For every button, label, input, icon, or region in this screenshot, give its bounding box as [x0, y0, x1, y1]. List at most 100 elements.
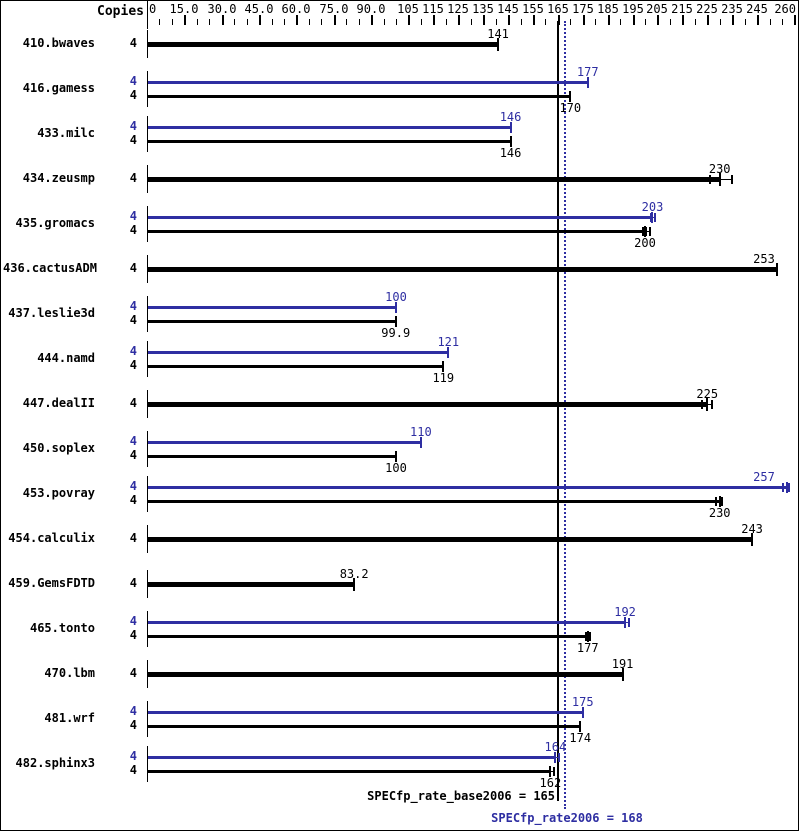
bar-value-label: 146: [499, 146, 522, 160]
bar-value-label: 225: [696, 387, 719, 401]
result-bar: [148, 266, 777, 272]
benchmark-label: 482.sphinx3: [15, 756, 95, 770]
benchmark-label: 433.milc: [37, 126, 95, 140]
axis-major-tick: [608, 15, 610, 25]
row-baseline: [147, 431, 148, 467]
row-baseline: [147, 390, 148, 418]
bar-end-cap: [419, 436, 422, 448]
axis-tick-label: 125: [447, 2, 469, 16]
benchmark-label: 436.cactusADM: [3, 261, 97, 275]
bar-value-label: 121: [437, 335, 460, 349]
base-result-bar: [148, 139, 511, 143]
row-baseline: [147, 255, 148, 283]
run-mark: [627, 617, 630, 627]
copies-value: 4: [129, 133, 137, 147]
axis-tick-label: 135: [472, 2, 494, 16]
base-summary-text: SPECfp_rate_base2006 = 165: [367, 789, 555, 803]
copies-value: 4: [129, 479, 137, 493]
axis-tick-label: 185: [597, 2, 619, 16]
run-mark: [653, 212, 656, 222]
axis-minor-tick: [396, 19, 397, 25]
base-result-bar: [148, 229, 645, 233]
row-baseline: [147, 476, 148, 512]
row-baseline: [147, 116, 148, 152]
axis-minor-tick: [545, 19, 546, 25]
row-baseline: [147, 611, 148, 647]
bar-value-label: 141: [487, 27, 509, 41]
result-bar: [148, 176, 720, 182]
bar-value-label: 257: [753, 470, 775, 484]
peak-reference-line: [564, 21, 566, 809]
axis-minor-tick: [720, 19, 721, 25]
benchmark-label: 447.dealII: [22, 396, 95, 410]
benchmark-label: 453.povray: [22, 486, 95, 500]
axis-minor-tick: [496, 19, 497, 25]
axis-tick-label: 60.0: [281, 2, 311, 16]
axis-major-tick: [184, 15, 186, 25]
copies-value: 4: [129, 493, 137, 507]
axis-major-tick: [433, 15, 435, 25]
row-baseline: [147, 570, 148, 598]
axis-tick-label: 260: [774, 2, 796, 16]
axis-minor-tick: [521, 19, 522, 25]
axis-tick-label: 245: [746, 2, 768, 16]
axis-minor-tick: [670, 19, 671, 25]
axis-minor-tick: [782, 19, 783, 25]
run-mark: [553, 766, 556, 776]
axis-tick-label: 115: [422, 2, 444, 16]
axis-major-tick: [682, 15, 684, 25]
bar-end-cap: [395, 450, 397, 462]
bar-value-label: 100: [385, 461, 407, 475]
run-extension-line: [625, 622, 629, 623]
bar-value-label: 253: [753, 252, 775, 266]
run-mark: [554, 752, 557, 762]
axis-tick-label: 205: [646, 2, 668, 16]
bar-value-label: 164: [544, 740, 567, 754]
base-result-bar: [148, 769, 551, 773]
copies-value: 4: [129, 74, 137, 88]
result-bar: [148, 671, 623, 677]
axis-minor-tick: [272, 19, 273, 25]
benchmark-label: 435.gromacs: [15, 216, 95, 230]
bar-end-cap: [579, 720, 582, 732]
bar-value-label: 83.2: [339, 567, 369, 581]
peak-result-bar: [148, 710, 583, 714]
bar-value-label: 174: [569, 731, 592, 745]
result-bar: [148, 536, 753, 542]
run-mark: [708, 174, 711, 184]
run-mark: [558, 752, 561, 762]
bar-value-label: 230: [708, 506, 731, 520]
row-baseline: [147, 296, 148, 332]
peak-result-bar: [148, 620, 626, 624]
copies-value: 4: [129, 628, 137, 642]
run-mark: [589, 631, 592, 641]
axis-tick-label: 175: [572, 2, 594, 16]
axis-major-tick: [408, 15, 410, 25]
run-extension-line: [719, 179, 733, 180]
axis-minor-tick: [209, 19, 210, 25]
copies-value: 4: [129, 396, 137, 410]
base-result-bar: [148, 724, 581, 728]
axis-minor-tick: [234, 19, 235, 25]
axis-tick-label: 155: [522, 2, 544, 16]
base-result-bar: [148, 499, 720, 503]
axis-major-tick: [458, 15, 460, 25]
axis-minor-tick: [570, 19, 571, 25]
benchmark-label: 481.wrf: [44, 711, 95, 725]
run-mark: [624, 617, 627, 627]
copies-column-header: Copies: [97, 4, 144, 19]
bar-value-label: 175: [571, 695, 594, 709]
axis-minor-tick: [695, 19, 696, 25]
copies-value: 4: [129, 666, 137, 680]
run-mark: [706, 399, 709, 409]
bar-end-cap: [586, 76, 589, 88]
benchmark-label: 450.soplex: [22, 441, 95, 455]
axis-major-tick: [633, 15, 635, 25]
peak-result-bar: [148, 125, 511, 129]
axis-tick-label: 225: [696, 2, 718, 16]
bar-value-label: 243: [741, 522, 763, 536]
benchmark-label: 459.GemsFDTD: [8, 576, 95, 590]
row-baseline: [147, 701, 148, 737]
benchmark-label: 437.leslie3d: [8, 306, 95, 320]
